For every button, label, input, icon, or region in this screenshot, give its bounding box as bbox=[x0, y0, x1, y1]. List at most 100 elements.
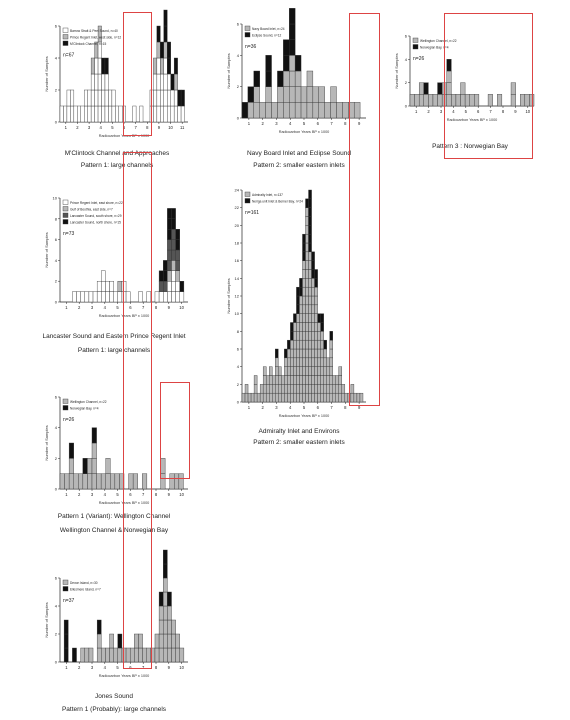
legend-label: Neriga unit Inlet & Berner Bay, n=24 bbox=[252, 199, 303, 203]
bar-admiralty bbox=[309, 296, 312, 305]
bar-admiralty bbox=[309, 323, 312, 332]
highlight-box-navyboard bbox=[349, 13, 380, 406]
x-tick-label: 9 bbox=[158, 125, 161, 130]
bar-admiralty bbox=[339, 393, 342, 402]
bar-admiralty bbox=[315, 323, 318, 332]
bar-mclintock bbox=[174, 74, 177, 90]
x-tick-label: 2 bbox=[78, 665, 81, 670]
x-tick-label: 2 bbox=[78, 305, 81, 310]
bar-lancaster bbox=[171, 240, 175, 250]
bar-navyboard bbox=[289, 40, 295, 56]
bar-mclintock bbox=[95, 58, 98, 74]
bar-lancaster bbox=[77, 292, 81, 302]
bar-admiralty bbox=[287, 349, 290, 358]
bar-admiralty bbox=[327, 384, 330, 393]
bar-navyboard bbox=[342, 102, 348, 118]
bar-jones bbox=[64, 634, 68, 648]
bar-navyboard bbox=[266, 71, 272, 87]
bar-norwegian bbox=[419, 83, 424, 95]
bar-admiralty bbox=[306, 261, 309, 270]
bar-lancaster bbox=[105, 281, 109, 291]
bar-lancaster bbox=[110, 292, 114, 302]
bar-lancaster bbox=[176, 271, 180, 281]
bar-norwegian bbox=[424, 94, 429, 106]
bar-wellington bbox=[110, 474, 115, 489]
bar-wellington bbox=[97, 474, 102, 489]
bar-admiralty bbox=[336, 393, 339, 402]
bar-admiralty bbox=[315, 367, 318, 376]
bar-navyboard bbox=[301, 102, 307, 118]
bar-wellington bbox=[78, 474, 83, 489]
x-tick-label: 2 bbox=[261, 121, 264, 126]
bar-mclintock bbox=[160, 106, 163, 122]
bar-navyboard bbox=[331, 87, 337, 103]
bar-admiralty bbox=[284, 384, 287, 393]
x-tick-label: 5 bbox=[303, 121, 306, 126]
bar-jones bbox=[167, 606, 171, 620]
x-tick-label: 2 bbox=[78, 492, 81, 497]
bar-lancaster bbox=[171, 250, 175, 260]
y-tick-label: 14 bbox=[235, 276, 240, 281]
bar-jones bbox=[110, 648, 114, 662]
bar-admiralty bbox=[309, 278, 312, 287]
bar-admiralty bbox=[248, 393, 251, 402]
bar-jones bbox=[97, 634, 101, 648]
bar-admiralty bbox=[263, 393, 266, 402]
bar-admiralty bbox=[296, 287, 299, 296]
bar-wellington bbox=[87, 474, 92, 489]
bar-mclintock bbox=[115, 106, 118, 122]
bar-mclintock bbox=[153, 106, 156, 122]
bar-admiralty bbox=[327, 393, 330, 402]
bar-lancaster bbox=[167, 292, 171, 302]
y-tick-label: 4 bbox=[237, 53, 240, 58]
bar-admiralty bbox=[306, 270, 309, 279]
x-tick-label: 7 bbox=[330, 405, 333, 410]
bar-jones bbox=[167, 592, 171, 606]
bar-navyboard bbox=[289, 55, 295, 71]
bar-admiralty bbox=[324, 367, 327, 376]
bar-admiralty bbox=[315, 358, 318, 367]
bar-lancaster bbox=[101, 292, 105, 302]
bar-admiralty bbox=[257, 393, 260, 402]
n-label: n=73 bbox=[63, 231, 74, 237]
bar-mclintock bbox=[164, 42, 167, 58]
bar-admiralty bbox=[302, 296, 305, 305]
legend-label: Wellington Channel, n=22 bbox=[70, 400, 107, 404]
bar-lancaster bbox=[171, 219, 175, 229]
bar-lancaster bbox=[180, 281, 184, 291]
bar-admiralty bbox=[309, 190, 312, 199]
y-tick-label: 0 bbox=[55, 487, 58, 492]
subtitle-mclintock: Pattern 1: large channels bbox=[42, 162, 192, 169]
y-tick-label: 2 bbox=[55, 456, 58, 461]
bar-admiralty bbox=[330, 349, 333, 358]
bar-admiralty bbox=[330, 358, 333, 367]
bar-admiralty bbox=[312, 270, 315, 279]
bar-jones bbox=[171, 648, 175, 662]
bar-lancaster bbox=[163, 281, 167, 291]
bar-navyboard bbox=[254, 71, 260, 87]
x-tick-label: 7 bbox=[330, 121, 333, 126]
y-axis-title: Number of Samples bbox=[44, 602, 49, 637]
bar-lancaster bbox=[180, 292, 184, 302]
bar-admiralty bbox=[309, 384, 312, 393]
legend-swatch bbox=[63, 41, 68, 46]
bar-admiralty bbox=[330, 340, 333, 349]
bar-mclintock bbox=[91, 74, 94, 90]
bar-admiralty bbox=[269, 376, 272, 385]
bar-lancaster bbox=[167, 281, 171, 291]
bar-mclintock bbox=[70, 90, 73, 106]
bar-jones bbox=[155, 648, 159, 662]
bar-admiralty bbox=[302, 349, 305, 358]
bar-admiralty bbox=[324, 393, 327, 402]
bar-navyboard bbox=[301, 87, 307, 103]
y-tick-label: 2 bbox=[55, 88, 58, 93]
chart-svg-lancaster: 02468101 2 3 4 5 6 7 8 9 10Radiocarbon Years BP x… bbox=[32, 190, 197, 340]
bar-admiralty bbox=[330, 393, 333, 402]
legend-swatch bbox=[63, 35, 68, 40]
legend-label: Gulf of Boothia, east side, n=7 bbox=[70, 207, 113, 211]
chart-svg-mclintock: 02461 2 3 4 5 6 7 8 9 10 11Radiocarbon Years BP x … bbox=[32, 14, 197, 170]
bar-mclintock bbox=[167, 42, 170, 58]
bar-mclintock bbox=[105, 90, 108, 106]
bar-lancaster bbox=[171, 281, 175, 291]
bar-navyboard bbox=[277, 102, 283, 118]
